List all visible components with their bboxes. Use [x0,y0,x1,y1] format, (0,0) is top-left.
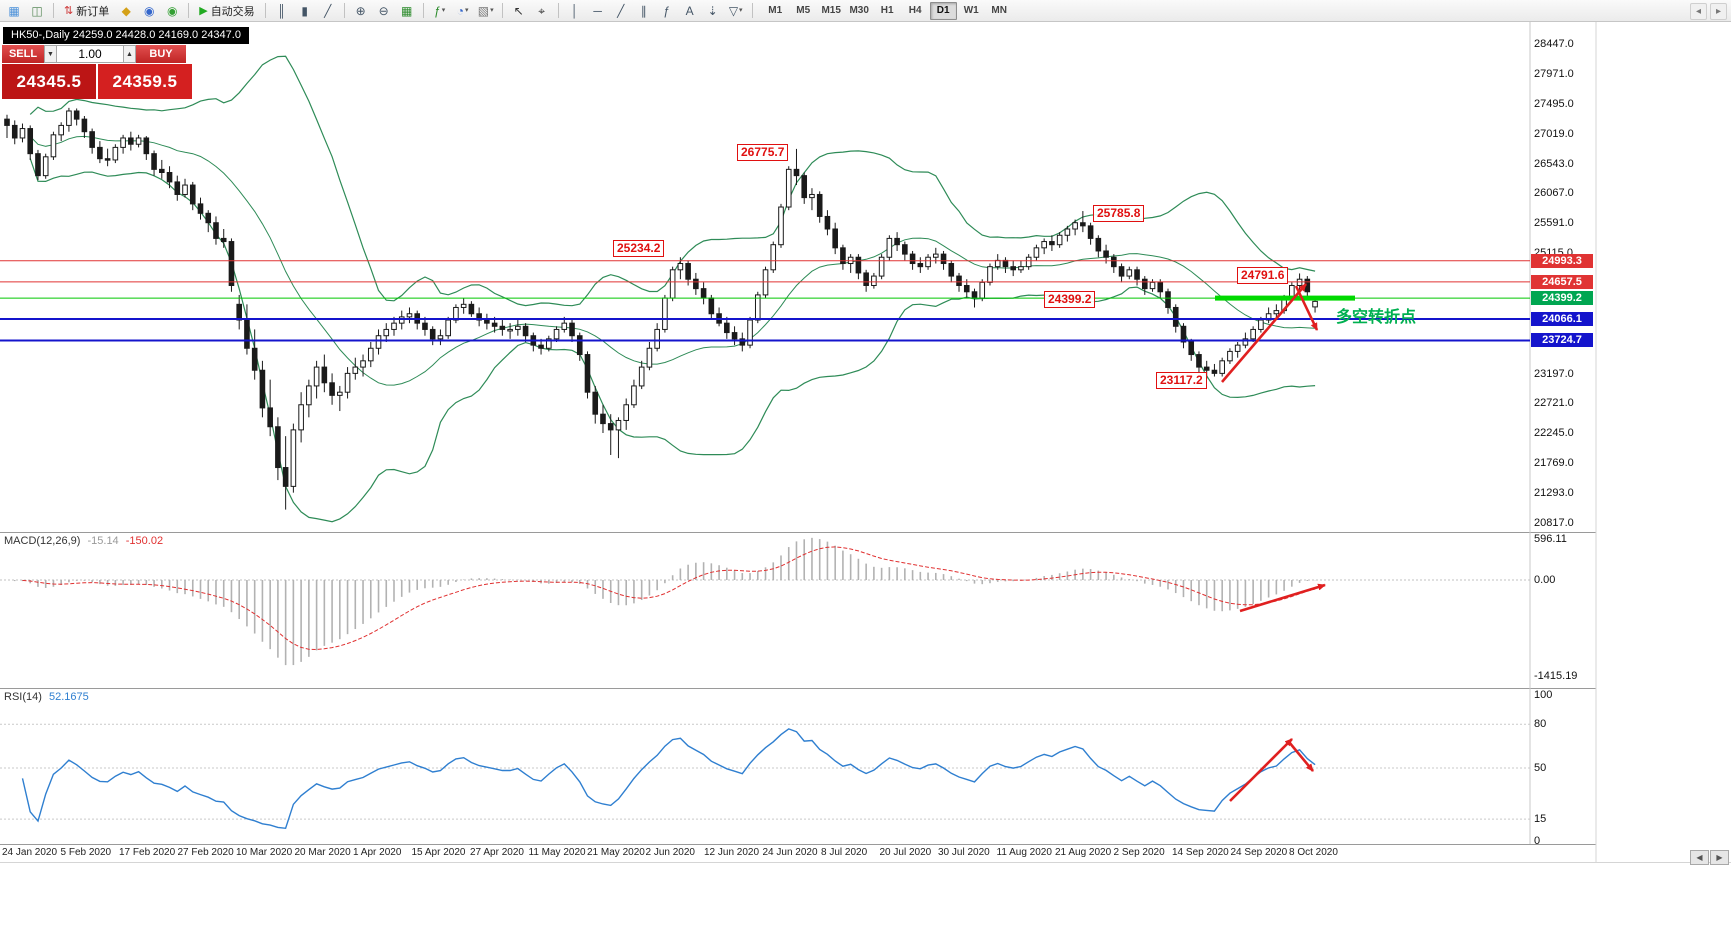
symbol-ohlc-header: HK50-,Daily 24259.0 24428.0 24169.0 2434… [3,27,249,44]
timeframe-m30[interactable]: M30 [849,4,869,16]
shapes-icon[interactable]: ▽ ▾ [728,3,743,18]
panel-separators [0,0,1731,863]
toolbar-separator [264,3,266,18]
periods-icon[interactable]: ◔ ▾ [456,3,469,18]
new-order-icon: ⇅ [64,5,74,17]
cursor-icon[interactable]: ↖ [513,3,524,18]
timeframe-h4[interactable]: H4 [908,4,922,16]
macd-name: MACD(12,26,9) [4,535,81,547]
horizontal-line-icon[interactable]: ─ [593,3,602,18]
one-click-trading-widget: SELL ▼ ▲ BUY 24345.5 24359.5 [2,45,192,99]
toolbar-separator [343,3,345,18]
indicators-icon[interactable]: ƒ ▾ [434,3,446,18]
timeframe-mn[interactable]: MN [991,4,1007,16]
zoom-in-icon[interactable]: ⊕ [355,3,366,18]
annotation-note-text[interactable]: 多空转折点 [1336,309,1417,326]
toolbar-scroll-right-icon[interactable]: ▸ [1710,3,1727,20]
scroll-right-button[interactable]: ▶ [1710,850,1729,865]
text-label-icon[interactable]: A [685,3,694,18]
auto-trading-icon: ▶ [199,5,208,17]
buy-price[interactable]: 24359.5 [98,64,192,99]
timeframe-w1[interactable]: W1 [963,4,979,16]
trend-arrows[interactable] [1221,283,1326,802]
chevron-down-icon: ▾ [465,6,469,14]
toolbar-separator [53,3,54,18]
chevron-down-icon: ▾ [441,6,446,14]
volume-input[interactable] [57,45,123,63]
auto-trading-button[interactable]: ▶ 自动交易 [194,2,259,20]
scroll-left-button[interactable]: ◀ [1690,850,1709,865]
line-chart-icon[interactable]: ╱ [324,3,332,18]
data-window-icon[interactable]: ◉ [166,3,178,18]
price-callout[interactable]: 24399.2 [1044,291,1096,308]
volume-decrease-button[interactable]: ▼ [44,45,57,63]
fibonacci-icon[interactable]: ƒ [663,3,671,18]
toolbar-separator [188,3,190,18]
trendline-icon[interactable]: ╱ [617,3,625,18]
new-chart-icon[interactable]: ▦ [8,3,20,18]
toolbar-scroll-left-icon[interactable]: ◂ [1690,3,1707,20]
toolbar-separator [501,3,503,18]
macd-signal-value: -150.02 [125,535,164,547]
price-callout[interactable]: 26775.7 [737,144,789,161]
thick-green-segment [1215,295,1355,301]
bar-chart-icon[interactable]: ║ [277,3,286,18]
chart-profile-icon[interactable]: ◫ [31,3,43,18]
price-callout[interactable]: 24791.6 [1237,267,1289,284]
templates-icon[interactable]: ▧ ▾ [477,3,494,18]
auto-trading-button-label: 自动交易 [210,5,255,18]
rsi-name: RSI(14) [4,691,42,703]
buy-button[interactable]: BUY [136,45,186,63]
timeframe-h1[interactable]: H1 [880,4,894,16]
market-watch-icon[interactable]: ◉ [143,3,155,18]
crosshair-icon[interactable]: ⌖ [538,3,546,18]
rsi-value: 52.1675 [48,691,89,703]
new-order-button[interactable]: ⇅ 新订单 [59,2,114,20]
zoom-out-icon[interactable]: ⊖ [378,3,389,18]
toolbar-separator [557,3,559,18]
toolbar-right-icons: ◂ ▸ [1690,3,1727,20]
chevron-down-icon: ▾ [739,6,743,14]
rsi-indicator-label: RSI(14) 52.1675 [4,691,93,703]
macd-panel [0,537,1530,666]
equidistant-channel-icon[interactable]: ∥ [640,3,647,18]
timeframe-group: M1 M5 M15 M30 H1 H4 D1 W1 MN [762,1,1013,20]
price-callout[interactable]: 23117.2 [1156,372,1207,389]
rsi-panel [0,723,1530,830]
volume-increase-button[interactable]: ▲ [123,45,136,63]
timeframe-d1[interactable]: D1 [929,1,957,20]
horizontal-scrollbar[interactable]: ◀ ▶ [1690,850,1729,865]
gold-icon[interactable]: ◆ [121,3,131,18]
macd-main-value: -15.14 [87,535,119,547]
tile-windows-icon[interactable]: ▦ [401,3,413,18]
timeframe-m15[interactable]: M15 [821,4,841,16]
macd-indicator-label: MACD(12,26,9) -15.14 -150.02 [4,535,167,547]
toolbar-separator [751,3,753,18]
top-toolbar: ▦ ◫ ⇅ 新订单 ◆ ◉ ◉ ▶ 自动交易 ║ ▮ ╱ ⊕ ⊖ ▦ ƒ ▾ ◔ ▾ ▧ ▾ ↖ ⌖ │ ─ ╱ ∥ ƒ A ⇣ ▽ ▾ M1 M… [0,0,1731,22]
arrow-objects-icon[interactable]: ⇣ [707,3,718,18]
price-callout[interactable]: 25785.8 [1093,205,1145,222]
toolbar-separator [422,3,424,18]
chevron-down-icon: ▾ [490,6,494,14]
sell-button[interactable]: SELL [2,45,44,63]
timeframe-m5[interactable]: M5 [796,4,811,16]
vertical-line-icon[interactable]: │ [570,3,579,18]
sell-price[interactable]: 24345.5 [2,64,96,99]
timeframe-m1[interactable]: M1 [768,4,783,16]
candlestick-chart-icon[interactable]: ▮ [301,3,308,18]
new-order-button-label: 新订单 [76,5,110,18]
price-callout[interactable]: 25234.2 [613,240,665,257]
candlestick-series [4,107,1318,510]
